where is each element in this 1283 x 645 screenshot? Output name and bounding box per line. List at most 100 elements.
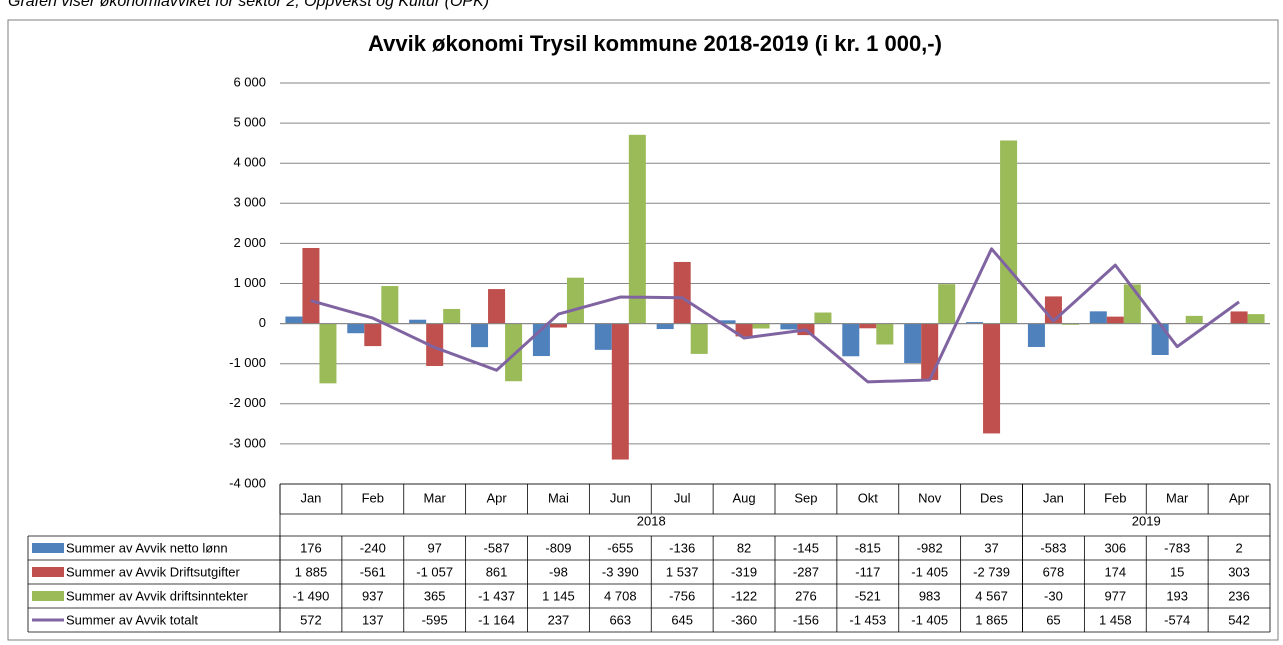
table-value: -1 057 [416,564,453,579]
bar [966,322,984,324]
bar [673,261,691,324]
y-tick-label: 3 000 [233,195,266,210]
x-tick-label: Des [980,490,1004,505]
table-value: -574 [1164,612,1190,627]
bar [381,286,399,324]
table-value: 542 [1228,612,1250,627]
legend-swatch [32,543,64,553]
legend-swatch [32,591,64,601]
bar [983,323,1001,434]
x-tick-label: Jan [1043,490,1064,505]
table-value: 306 [1104,540,1126,555]
legend-label: Summer av Avvik driftsinntekter [66,588,248,603]
table-value: -815 [855,540,881,555]
table-value: -1 405 [911,612,948,627]
table-value: 572 [300,612,322,627]
caption: Grafen viser økonomiavviket for sektor 2… [8,0,489,10]
bar [549,323,567,328]
y-tick-label: 4 000 [233,155,266,170]
table-value: -3 390 [602,564,639,579]
table-value: -1 164 [478,612,515,627]
bar [302,248,320,324]
table-value: 1 145 [542,588,575,603]
table-value: 663 [609,612,631,627]
table-value: 193 [1166,588,1188,603]
y-tick-label: -3 000 [229,435,266,450]
x-tick-label: Sep [794,490,817,505]
line-series [310,247,1240,384]
bar [443,308,461,324]
table-value: -1 405 [911,564,948,579]
legend-label: Summer av Avvik netto lønn [66,540,228,555]
table-value: 4 567 [975,588,1008,603]
table-value: -521 [855,588,881,603]
x-tick-label: Mar [1166,490,1189,505]
table-value: -1 490 [293,588,330,603]
x-tick-label: Feb [1104,490,1126,505]
bar [611,323,629,460]
y-tick-label: -4 000 [229,475,266,490]
table-value: -240 [360,540,386,555]
bar [735,323,753,337]
table-value: 82 [737,540,751,555]
bar [1089,311,1107,324]
table-value: 678 [1043,564,1065,579]
y-tick-label: -2 000 [229,395,266,410]
chart-title: Avvik økonomi Trysil kommune 2018-2019 (… [368,31,942,56]
bar [426,323,444,366]
table-value: -595 [422,612,448,627]
table-value: -145 [793,540,819,555]
table-value: 176 [300,540,322,555]
bar [876,323,894,345]
table-value: 276 [795,588,817,603]
table-value: -98 [549,564,568,579]
x-tick-label: Jan [300,490,321,505]
x-tick-label: Feb [362,490,384,505]
group-label: 2018 [637,513,666,528]
bar [1123,284,1141,324]
y-tick-label: 2 000 [233,235,266,250]
table-value: 303 [1228,564,1250,579]
bar [1106,316,1124,324]
table-value: 1 537 [666,564,699,579]
table-value: -319 [731,564,757,579]
table-value: 1 885 [295,564,328,579]
table-value: -655 [607,540,633,555]
table-value: -122 [731,588,757,603]
bar [780,323,798,330]
table-value: 37 [984,540,998,555]
legend-swatch [32,567,64,577]
bar [1061,323,1079,325]
bar [347,323,365,334]
table-value: -117 [855,564,880,579]
y-tick-label: 0 [259,315,266,330]
y-tick-label: -1 000 [229,355,266,370]
group-label: 2019 [1132,513,1161,528]
x-tick-label: Jul [674,490,691,505]
table-value: 65 [1046,612,1060,627]
legend-label: Summer av Avvik Driftsutgifter [66,564,241,579]
y-tick-label: 6 000 [233,74,266,89]
table-value: -756 [669,588,695,603]
chart-frame [7,19,1279,641]
bar [1247,314,1265,324]
bar [859,323,877,329]
table-value: 137 [362,612,384,627]
table-value: 645 [671,612,693,627]
bar [488,289,506,324]
x-tick-label: Nov [918,490,942,505]
table-value: -2 739 [973,564,1010,579]
bar [690,323,708,354]
table-value: 1 865 [975,612,1008,627]
bar [1230,311,1248,324]
table-value: -982 [917,540,943,555]
bar [319,323,337,384]
y-tick-label: 5 000 [233,115,266,130]
table-value: -809 [545,540,571,555]
bar [1027,323,1045,347]
x-tick-label: Okt [858,490,879,505]
table-value: 236 [1228,588,1250,603]
table-value: 97 [427,540,441,555]
table-value: 977 [1104,588,1126,603]
